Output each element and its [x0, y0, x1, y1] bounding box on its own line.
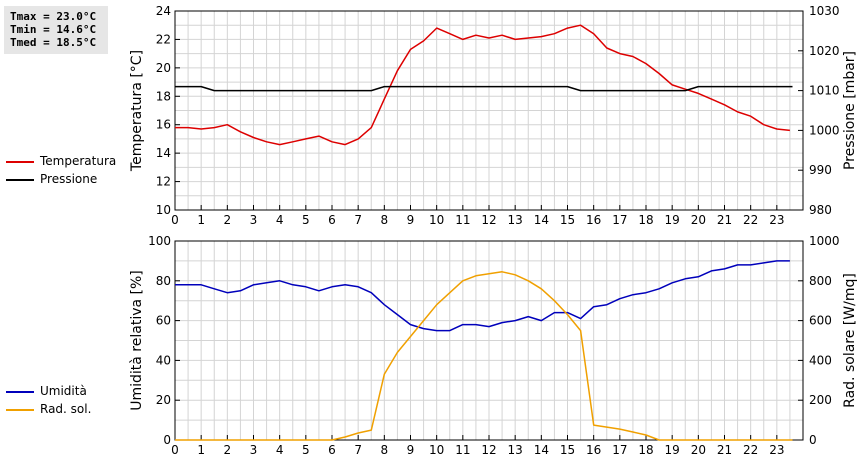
x-tick-label-top: 22: [743, 213, 758, 227]
x-tick-label-top: 11: [455, 213, 470, 227]
y2-tick-label-top: 980: [809, 203, 832, 217]
x-tick-label-top: 23: [769, 213, 784, 227]
y2-tick-label-top: 1000: [809, 123, 840, 137]
y-tick-label-top: 14: [156, 146, 171, 160]
x-tick-label-bottom: 21: [717, 443, 732, 457]
legend-label-radsol: Rad. sol.: [40, 402, 92, 416]
x-tick-label-top: 19: [665, 213, 680, 227]
x-tick-label-bottom: 11: [455, 443, 470, 457]
y2-tick-label-top: 1030: [809, 4, 840, 18]
x-tick-label-bottom: 7: [354, 443, 362, 457]
x-tick-label-bottom: 19: [665, 443, 680, 457]
x-tick-label-bottom: 22: [743, 443, 758, 457]
series-line-umidit: [175, 260, 790, 332]
legend-label-pressione: Pressione: [40, 172, 98, 186]
x-tick-label-bottom: 20: [691, 443, 706, 457]
y-tick-label-top: 24: [156, 4, 171, 18]
x-tick-label-top: 13: [508, 213, 523, 227]
x-tick-label-top: 5: [302, 213, 310, 227]
x-tick-label-top: 7: [354, 213, 362, 227]
y-tick-label-bottom: 40: [156, 353, 171, 367]
y2-axis-title-bottom: Rad. solare [W/mq]: [842, 273, 858, 408]
x-tick-label-top: 6: [328, 213, 336, 227]
legend-swatch-temperatura: [6, 161, 34, 163]
stats-box: Tmax = 23.0°C Tmin = 14.6°C Tmed = 18.5°…: [4, 6, 108, 54]
y2-tick-label-bottom: 800: [809, 274, 832, 288]
x-tick-label-top: 1: [197, 213, 205, 227]
x-tick-label-top: 12: [481, 213, 496, 227]
y2-axis-title-top: Pressione [mbar]: [842, 51, 858, 170]
y2-tick-label-bottom: 1000: [809, 234, 840, 248]
x-tick-label-bottom: 2: [224, 443, 232, 457]
y-tick-label-bottom: 100: [148, 234, 171, 248]
y-tick-label-bottom: 0: [163, 433, 171, 447]
tmin-text: Tmin = 14.6°C: [10, 23, 97, 36]
y2-tick-label-top: 990: [809, 163, 832, 177]
y-axis-title-top: Temperatura [°C]: [129, 50, 145, 172]
series-line-pressione: [175, 85, 793, 92]
x-tick-label-bottom: 4: [276, 443, 284, 457]
x-tick-label-bottom: 13: [508, 443, 523, 457]
x-tick-label-top: 21: [717, 213, 732, 227]
x-tick-label-top: 4: [276, 213, 284, 227]
x-tick-label-bottom: 0: [171, 443, 179, 457]
y2-tick-label-bottom: 0: [809, 433, 817, 447]
y2-tick-label-top: 1010: [809, 84, 840, 98]
x-tick-label-top: 8: [381, 213, 389, 227]
x-tick-label-bottom: 10: [429, 443, 444, 457]
legend-label-umidita: Umidità: [40, 384, 87, 398]
x-tick-label-bottom: 8: [381, 443, 389, 457]
x-tick-label-top: 0: [171, 213, 179, 227]
x-tick-label-bottom: 18: [638, 443, 653, 457]
series-line-temperatura: [175, 24, 790, 146]
tmax-text: Tmax = 23.0°C: [10, 10, 97, 23]
y-tick-label-top: 18: [156, 89, 171, 103]
x-tick-label-top: 17: [612, 213, 627, 227]
x-tick-label-top: 14: [534, 213, 549, 227]
y-tick-label-bottom: 60: [156, 314, 171, 328]
x-tick-label-top: 15: [560, 213, 575, 227]
y-axis-title-bottom: Umidità relativa [%]: [129, 270, 145, 411]
x-tick-label-bottom: 14: [534, 443, 549, 457]
y2-tick-label-bottom: 400: [809, 353, 832, 367]
series-line-rad-sol: [175, 271, 793, 441]
x-tick-label-bottom: 3: [250, 443, 258, 457]
y2-tick-label-top: 1020: [809, 44, 840, 58]
y-tick-label-top: 12: [156, 175, 171, 189]
y-tick-label-top: 16: [156, 118, 171, 132]
x-tick-label-top: 9: [407, 213, 415, 227]
x-tick-label-top: 10: [429, 213, 444, 227]
x-tick-label-bottom: 5: [302, 443, 310, 457]
y2-tick-label-bottom: 600: [809, 314, 832, 328]
x-tick-label-bottom: 12: [481, 443, 496, 457]
x-tick-label-bottom: 15: [560, 443, 575, 457]
x-tick-label-top: 20: [691, 213, 706, 227]
y-tick-label-top: 10: [156, 203, 171, 217]
y-tick-label-top: 20: [156, 61, 171, 75]
x-tick-label-bottom: 9: [407, 443, 415, 457]
y-tick-label-top: 22: [156, 32, 171, 46]
x-tick-label-top: 16: [586, 213, 601, 227]
x-tick-label-bottom: 1: [197, 443, 205, 457]
x-tick-label-bottom: 23: [769, 443, 784, 457]
x-tick-label-bottom: 6: [328, 443, 336, 457]
y-tick-label-bottom: 80: [156, 274, 171, 288]
legend-swatch-pressione: [6, 179, 34, 181]
y-tick-label-bottom: 20: [156, 393, 171, 407]
x-tick-label-bottom: 17: [612, 443, 627, 457]
legend-label-temperatura: Temperatura: [40, 154, 117, 168]
x-tick-label-top: 2: [224, 213, 232, 227]
x-tick-label-bottom: 16: [586, 443, 601, 457]
y2-tick-label-bottom: 200: [809, 393, 832, 407]
x-tick-label-top: 3: [250, 213, 258, 227]
tmed-text: Tmed = 18.5°C: [10, 36, 97, 49]
legend-swatch-radsol: [6, 409, 34, 411]
x-tick-label-top: 18: [638, 213, 653, 227]
legend-swatch-umidita: [6, 391, 34, 393]
